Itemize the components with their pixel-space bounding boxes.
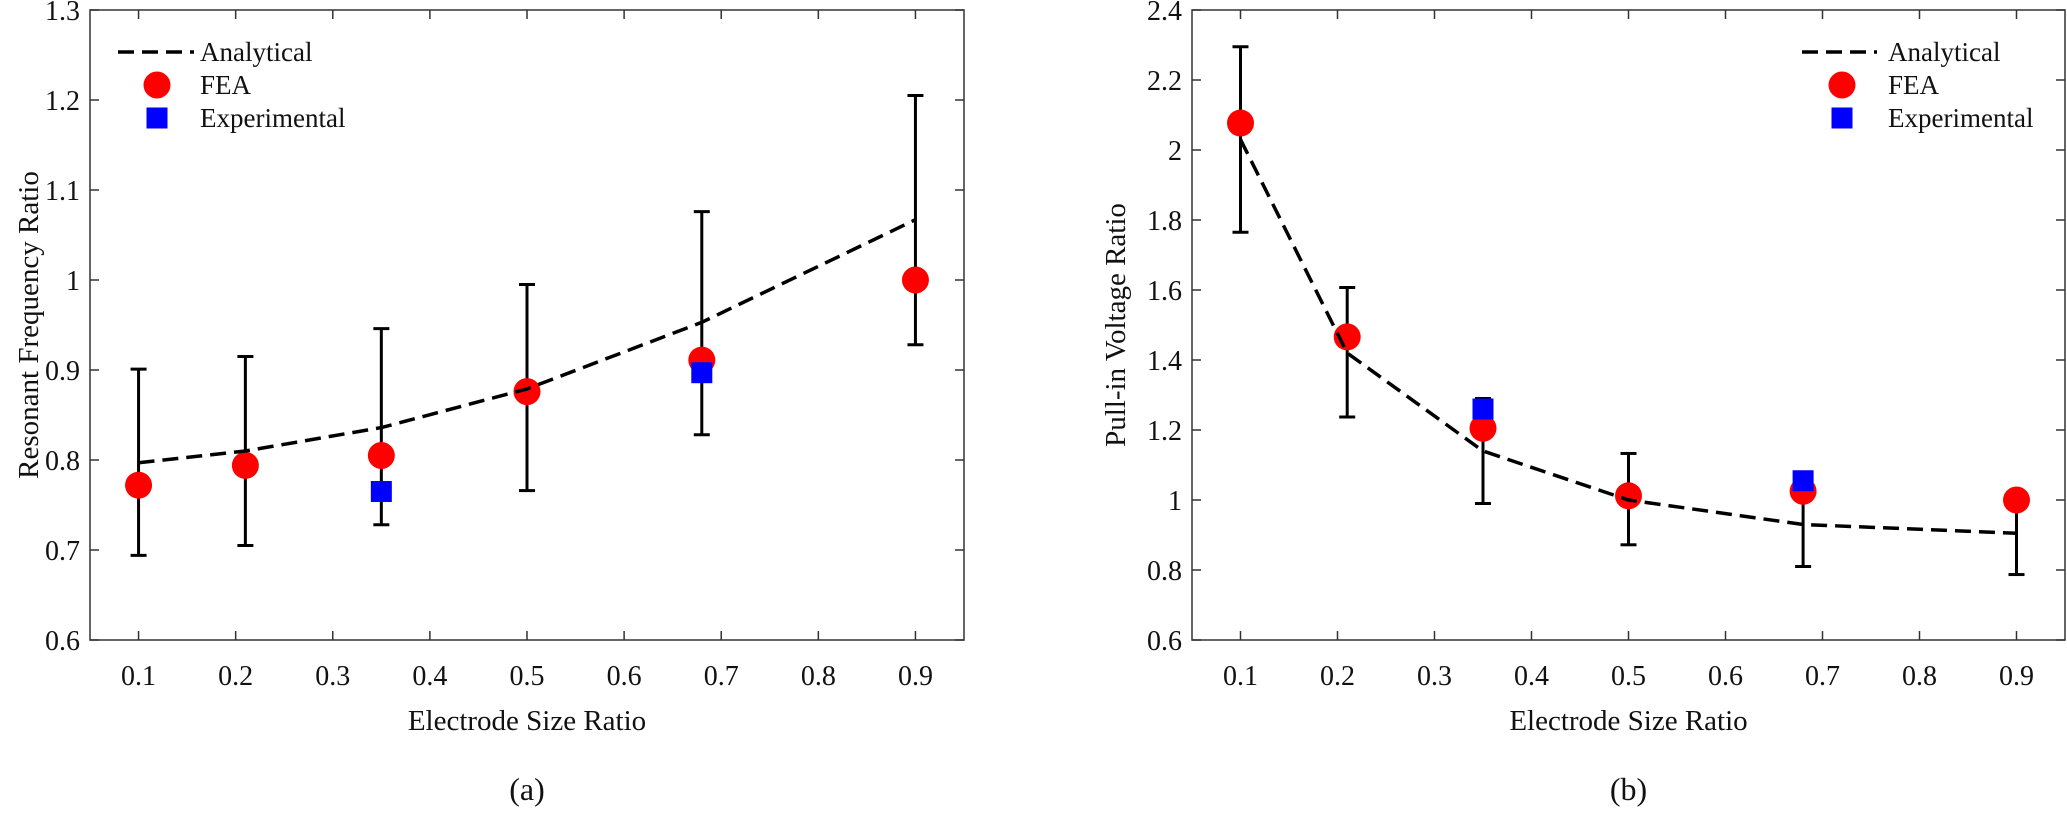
y-tick-label: 2.2 [1147, 66, 1182, 97]
y-tick-label: 2 [1168, 136, 1182, 167]
x-axis-label: Electrode Size Ratio [408, 705, 646, 737]
y-tick-label: 0.8 [1147, 556, 1182, 587]
y-axis-label: Pull-in Voltage Ratio [1100, 203, 1132, 447]
experimental-point [1792, 470, 1814, 492]
fea-point [901, 266, 929, 294]
x-tick-label: 0.7 [1805, 661, 1840, 692]
x-tick-label: 0.8 [801, 661, 836, 692]
legend-label: FEA [200, 70, 252, 100]
fea-point [1615, 482, 1642, 510]
y-tick-label: 0.6 [1147, 626, 1182, 657]
x-tick-label: 0.9 [898, 661, 933, 692]
legend-label: Experimental [200, 103, 345, 133]
x-tick-label: 0.6 [607, 661, 642, 692]
fea-point [1227, 109, 1254, 137]
x-tick-label: 0.3 [315, 661, 350, 692]
legend-circle-icon [143, 71, 171, 99]
legend-square-icon [146, 107, 168, 129]
fea-point [231, 451, 259, 479]
experimental-point [370, 481, 392, 502]
legend-circle-icon [1828, 71, 1856, 99]
y-axis-label: Resonant Frequency Ratio [13, 171, 45, 479]
legend-label: Analytical [200, 37, 312, 67]
fea-point [2003, 486, 2030, 514]
y-tick-label: 1 [66, 266, 80, 297]
fea-point [1469, 414, 1497, 442]
y-tick-label: 1.1 [45, 176, 80, 207]
x-tick-label: 0.4 [1514, 661, 1549, 692]
y-tick-label: 0.7 [45, 536, 80, 567]
y-tick-label: 1.6 [1147, 276, 1182, 307]
x-tick-label: 0.7 [704, 661, 739, 692]
y-tick-label: 1.2 [1147, 416, 1182, 447]
y-tick-label: 1 [1168, 486, 1182, 517]
analytical-line [138, 218, 917, 465]
x-tick-label: 0.9 [1999, 661, 2034, 692]
x-tick-label: 0.6 [1708, 661, 1743, 692]
x-tick-label: 0.4 [412, 661, 447, 692]
y-tick-label: 1.8 [1147, 206, 1182, 237]
x-tick-label: 0.3 [1417, 661, 1452, 692]
x-tick-label: 0.2 [1320, 661, 1355, 692]
y-tick-label: 1.4 [1147, 346, 1182, 377]
x-tick-label: 0.5 [510, 661, 545, 692]
panel-label: (a) [509, 771, 545, 807]
panel-label: (b) [1610, 771, 1647, 807]
x-tick-label: 0.8 [1902, 661, 1937, 692]
y-tick-label: 0.6 [45, 626, 80, 657]
y-tick-label: 0.9 [45, 356, 80, 387]
legend-label: Experimental [1888, 103, 2033, 133]
fea-point [367, 442, 395, 469]
analytical-line [1238, 138, 2017, 535]
x-tick-label: 0.5 [1611, 661, 1646, 692]
y-tick-label: 1.2 [45, 86, 80, 117]
chart-panel-b: 0.1 0.2 0.3 0.4 0.5 0.6 0.7 0.8 0.9 0.6 0.8 1 1.2 1.4… [1100, 0, 2066, 807]
y-tick-label: 1.3 [45, 0, 80, 27]
x-tick-label: 0.1 [121, 661, 156, 692]
experimental-point [1472, 398, 1494, 420]
chart-panel-a: 0.1 0.2 0.3 0.4 0.5 0.6 0.7 0.8 0.9 0.6 0.7 0.8 0.9 1… [13, 0, 965, 807]
y-tick-label: 0.8 [45, 446, 80, 477]
x-tick-label: 0.2 [218, 661, 253, 692]
experimental-point [691, 362, 713, 384]
x-tick-label: 0.1 [1223, 661, 1258, 692]
legend-square-icon [1831, 107, 1853, 129]
y-tick-label: 2.4 [1147, 0, 1182, 27]
x-axis-label: Electrode Size Ratio [1509, 705, 1747, 737]
fea-point [125, 471, 153, 499]
fea-point [1333, 323, 1361, 351]
legend-label: FEA [1888, 70, 1940, 100]
legend-label: Analytical [1888, 37, 2000, 67]
fea-point [513, 378, 541, 406]
